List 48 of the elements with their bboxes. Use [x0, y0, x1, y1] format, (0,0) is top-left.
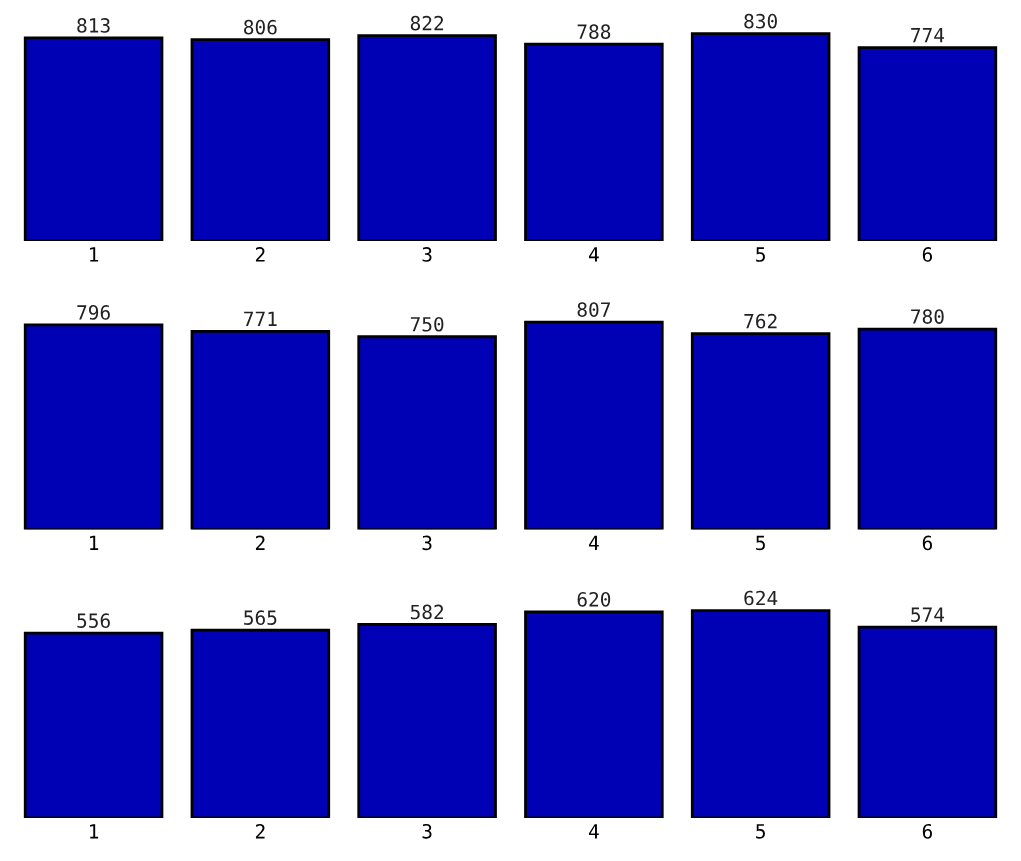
x-tick-label: 5: [756, 535, 765, 551]
data-label: 620: [577, 591, 611, 607]
x-tick-label: 5: [756, 247, 765, 262]
x-tick-label: 2: [255, 823, 265, 839]
x-tick-label: 1: [90, 824, 99, 839]
x-tick-label: 2: [255, 247, 265, 262]
x-tick-label: 6: [922, 535, 932, 551]
data-label: 624: [744, 590, 778, 606]
bar: [524, 320, 664, 530]
x-tick-label: 6: [922, 823, 932, 839]
x-tick-label: 1: [90, 535, 99, 550]
bar: [690, 32, 831, 242]
x-tick-label: 4: [589, 535, 599, 550]
data-label: 780: [911, 309, 944, 324]
data-label: 582: [410, 604, 444, 620]
x-tick-label: 4: [589, 247, 599, 262]
x-tick-label: 4: [589, 824, 599, 839]
data-label: 565: [244, 610, 277, 625]
data-label: 806: [244, 19, 277, 35]
bar: [23, 36, 164, 242]
bar: [857, 327, 998, 530]
bar: [357, 335, 497, 530]
x-tick-label: 6: [922, 247, 932, 262]
bar: [190, 38, 331, 242]
bar: [190, 329, 331, 530]
x-tick-label: 1: [90, 247, 99, 262]
data-label: 796: [77, 305, 110, 320]
data-label: 830: [744, 13, 777, 29]
data-label: 822: [410, 15, 444, 31]
bar: [857, 46, 998, 242]
x-tick-label: 2: [255, 535, 265, 550]
x-tick-label: 3: [422, 535, 432, 551]
bar: [357, 34, 497, 242]
data-label: 788: [577, 24, 611, 39]
data-label: 771: [244, 311, 277, 326]
data-label: 813: [77, 18, 110, 33]
data-label: 556: [77, 613, 110, 628]
x-tick-label: 3: [422, 247, 432, 262]
bar: [23, 323, 164, 530]
x-tick-label: 5: [756, 824, 765, 839]
x-tick-label: 3: [422, 823, 432, 839]
data-label: 750: [410, 316, 444, 332]
bar: [524, 42, 664, 242]
data-label: 762: [744, 313, 777, 329]
data-label: 807: [577, 302, 610, 317]
bar: [690, 332, 831, 530]
data-label: 774: [911, 28, 945, 43]
data-label: 574: [911, 607, 945, 622]
